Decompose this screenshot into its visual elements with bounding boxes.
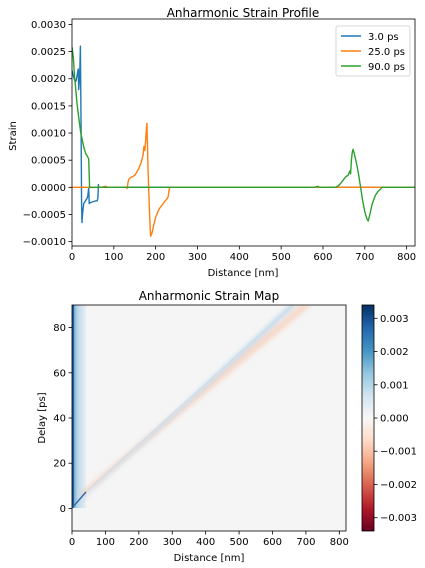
colorbar-tick-label: 0.002	[380, 347, 409, 358]
map-front-core-line	[85, 305, 294, 493]
y-tick-label: 0.0020	[31, 74, 66, 85]
colorbar-gradient	[362, 305, 374, 531]
profile-title: Anharmonic Strain Profile	[167, 6, 320, 20]
y-tick-label: 0.0000	[31, 183, 66, 194]
y-tick-label: 0.0015	[31, 101, 66, 112]
profile-legend: 3.0 ps 25.0 ps 90.0 ps	[335, 25, 411, 77]
map-title: Anharmonic Strain Map	[139, 289, 280, 303]
x-tick-label: 600	[313, 252, 332, 263]
profile-chart: Anharmonic Strain Profile 0 100 200 300 400 5…	[8, 6, 416, 279]
x-tick-label: 100	[104, 252, 123, 263]
map-x-label: Distance [nm]	[174, 553, 245, 564]
x-tick-label: 200	[146, 252, 165, 263]
y-tick-label: 20	[53, 459, 66, 470]
x-tick-label: 700	[296, 537, 315, 548]
x-tick-label: 400	[230, 252, 249, 263]
colorbar: −0.003 −0.002 −0.001 0.000 0.001 0.002 0.003	[361, 304, 417, 532]
colorbar-tick-label: −0.001	[380, 447, 417, 458]
legend-frame	[335, 25, 411, 77]
x-tick-label: 400	[196, 537, 215, 548]
y-tick-label: 0.0005	[31, 156, 66, 167]
colorbar-tick-label: −0.003	[380, 513, 417, 524]
x-tick-label: 300	[188, 252, 207, 263]
map-y-label: Delay [ps]	[37, 392, 48, 443]
y-tick-label: 0.0025	[31, 47, 66, 58]
map-image	[72, 305, 346, 531]
colorbar-tick-label: −0.002	[380, 480, 417, 491]
colorbar-tick-label: 0.001	[380, 380, 409, 391]
profile-series-lines	[72, 45, 415, 237]
profile-y-ticks: −0.0010 −0.0005 0.0000 0.0005 0.0010 0.0015 0.…	[23, 20, 72, 248]
y-tick-label: 0.0010	[31, 129, 66, 140]
series-line-1	[72, 122, 415, 237]
map-background	[72, 305, 346, 531]
colorbar-ticks: −0.003 −0.002 −0.001 0.000 0.001 0.002 0.003	[374, 314, 417, 524]
series-line-0	[72, 45, 415, 224]
y-tick-label: −0.0010	[23, 237, 66, 248]
x-tick-label: 200	[129, 537, 148, 548]
profile-plot-frame	[71, 18, 416, 247]
series-line-2	[72, 47, 415, 222]
profile-x-label: Distance [nm]	[208, 268, 279, 279]
x-tick-label: 700	[355, 252, 374, 263]
y-tick-label: 80	[53, 323, 66, 334]
legend-label-90ps: 90.0 ps	[368, 62, 405, 73]
map-front-core	[72, 491, 87, 509]
x-tick-label: 0	[69, 537, 75, 548]
y-tick-label: −0.0005	[23, 210, 66, 221]
x-tick-label: 0	[69, 252, 75, 263]
x-tick-label: 800	[330, 537, 349, 548]
map-front-compressive	[72, 305, 297, 508]
y-tick-label: 0.0030	[31, 20, 66, 31]
y-tick-label: 0	[60, 504, 66, 515]
legend-label-3ps: 3.0 ps	[368, 32, 399, 43]
map-surface-edge	[72, 305, 74, 508]
map-chart: Anharmonic Strain Map 0 100 200 300 400 500 60…	[37, 289, 417, 564]
x-tick-label: 500	[272, 252, 291, 263]
profile-y-label: Strain	[8, 121, 19, 151]
x-tick-label: 500	[230, 537, 249, 548]
x-tick-label: 100	[96, 537, 115, 548]
y-tick-label: 40	[53, 414, 66, 425]
colorbar-tick-label: 0.003	[380, 314, 409, 325]
x-tick-label: 300	[163, 537, 182, 548]
y-tick-label: 60	[53, 368, 66, 379]
legend-label-25ps: 25.0 ps	[368, 47, 405, 58]
map-y-ticks: 0 20 40 60 80	[53, 323, 72, 515]
map-x-ticks: 0 100 200 300 400 500 600 700 800	[69, 531, 349, 548]
colorbar-tick-label: 0.000	[380, 414, 409, 425]
map-surface-band	[72, 305, 86, 508]
x-tick-label: 800	[397, 252, 416, 263]
x-tick-label: 600	[263, 537, 282, 548]
profile-x-ticks: 0 100 200 300 400 500 600 700 800	[69, 246, 416, 263]
